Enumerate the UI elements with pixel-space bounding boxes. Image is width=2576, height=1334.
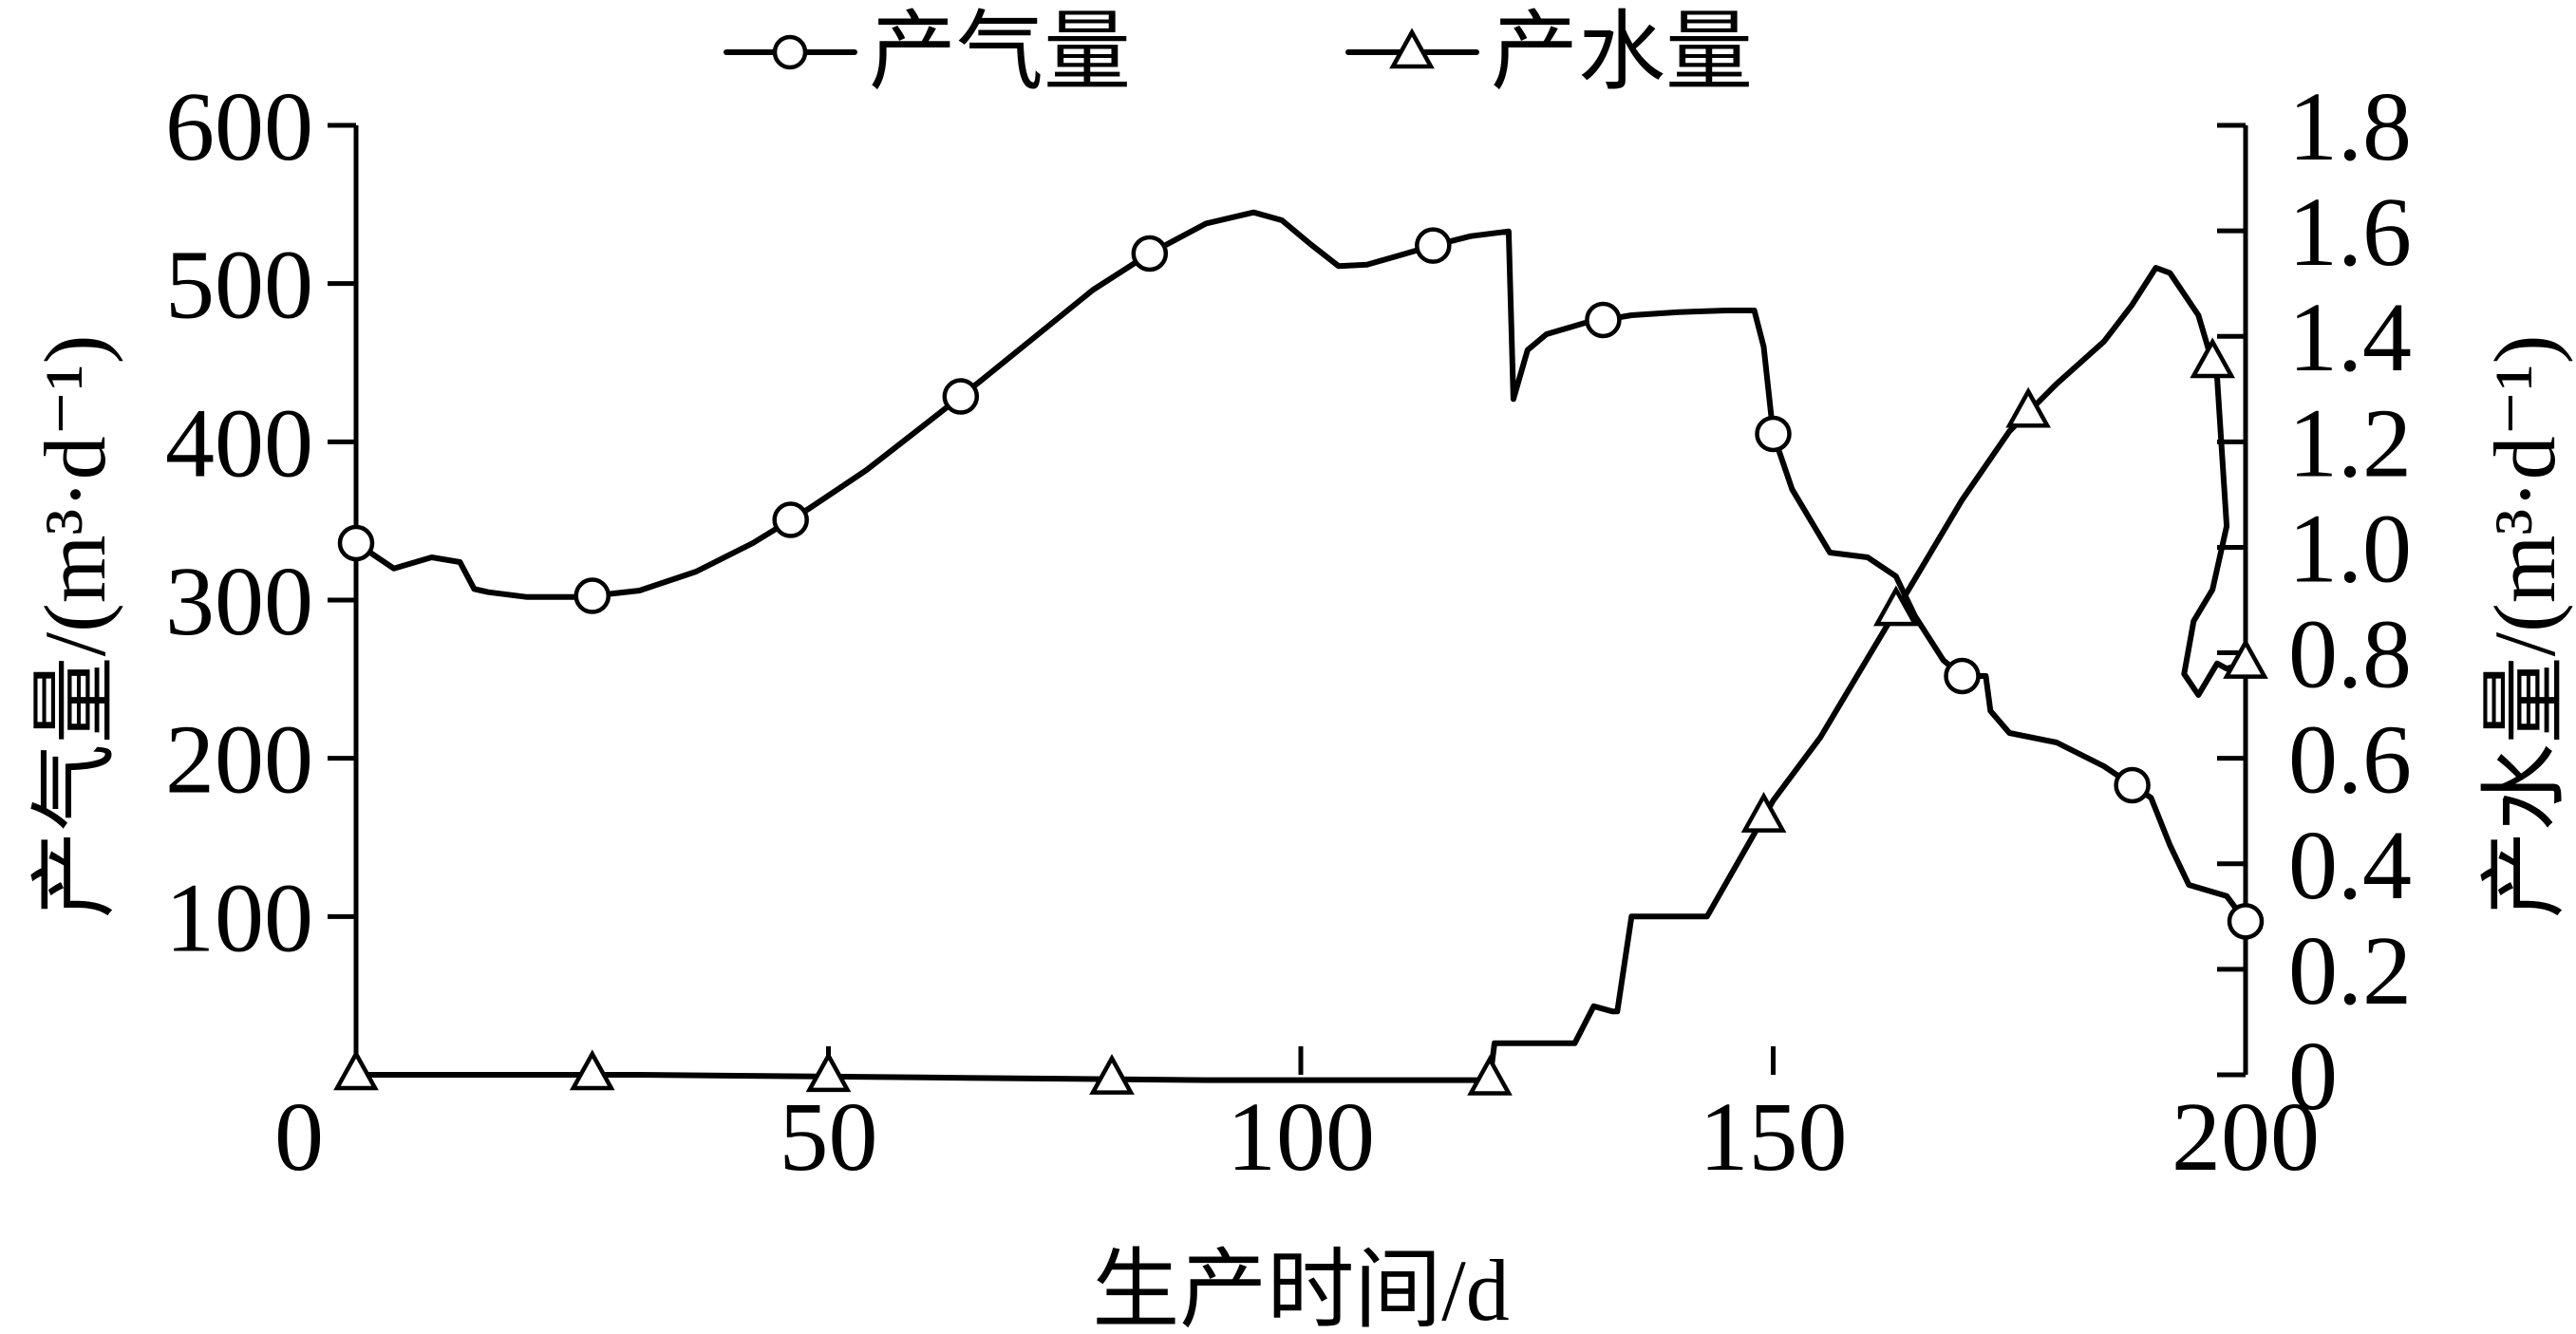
left-y-tick-label: 100	[165, 863, 313, 972]
gas-marker	[942, 378, 980, 415]
gas-marker	[1755, 415, 1792, 453]
right-y-tick-label: 0	[2288, 1022, 2338, 1131]
gas-marker	[772, 501, 809, 538]
gas-marker	[573, 577, 611, 614]
left-y-tick-label: 600	[165, 72, 313, 181]
right-axis-title: 产水量/(m³·d⁻¹)	[2476, 335, 2573, 919]
legend: 产气量 产水量	[724, 4, 1753, 101]
left-y-tick-label: 500	[165, 231, 313, 340]
x-tick-label: 0	[274, 1082, 324, 1192]
water-marker	[805, 1051, 852, 1093]
legend-entry-water: 产水量	[1345, 4, 1753, 101]
x-tick-label: 200	[2172, 1082, 2320, 1192]
legend-gas-label: 产气量	[869, 4, 1131, 101]
gas-marker	[2227, 903, 2265, 940]
gas-marker	[2114, 766, 2151, 804]
right-y-tick-label: 1.4	[2288, 283, 2412, 392]
series-layer	[333, 209, 2268, 1096]
x-axis-title: 生产时间/d	[1092, 1242, 1510, 1334]
x-tick-label: 150	[1700, 1082, 1848, 1192]
right-axis-ticks: 00.20.40.60.81.01.21.41.61.8	[2217, 72, 2412, 1131]
right-y-tick-label: 0.2	[2288, 916, 2412, 1025]
left-y-tick-label: 200	[165, 705, 313, 815]
right-y-tick-label: 0.4	[2288, 811, 2412, 920]
right-y-tick-label: 0.6	[2288, 705, 2412, 815]
x-axis-ticks: 0 50 100 150 200	[274, 1046, 2320, 1192]
gas-marker	[1415, 227, 1452, 264]
left-y-tick-label: 300	[165, 547, 313, 656]
legend-gas-marker	[772, 34, 808, 70]
gas-series-line	[353, 209, 2248, 925]
water-marker	[2223, 638, 2268, 679]
water-marker	[1089, 1053, 1135, 1095]
right-y-tick-label: 1.8	[2288, 72, 2412, 181]
left-axis-ticks: 100 200 300 400 500 600	[165, 72, 356, 972]
legend-water-marker	[1389, 28, 1435, 69]
left-axis-title: 产气量/(m³·d⁻¹)	[27, 335, 123, 919]
right-y-tick-label: 1.2	[2288, 388, 2412, 498]
right-y-tick-label: 1.0	[2288, 494, 2412, 603]
gas-marker	[337, 524, 375, 562]
water-marker	[2005, 386, 2051, 428]
legend-entry-gas: 产气量	[724, 4, 1131, 101]
gas-marker	[1585, 301, 1622, 339]
gas-marker	[1131, 235, 1169, 272]
water-marker	[1873, 585, 1919, 627]
legend-water-label: 产水量	[1491, 4, 1753, 101]
x-tick-label: 50	[780, 1082, 878, 1192]
water-marker	[333, 1049, 379, 1091]
water-marker	[569, 1049, 615, 1091]
right-y-tick-label: 0.8	[2288, 600, 2412, 709]
water-marker	[1740, 791, 1787, 833]
x-tick-label: 100	[1227, 1082, 1375, 1192]
gas-marker	[1944, 657, 1981, 695]
water-marker	[1467, 1054, 1513, 1096]
right-y-tick-label: 1.6	[2288, 178, 2412, 287]
water-marker	[2190, 337, 2235, 379]
left-y-tick-label: 400	[165, 388, 313, 498]
